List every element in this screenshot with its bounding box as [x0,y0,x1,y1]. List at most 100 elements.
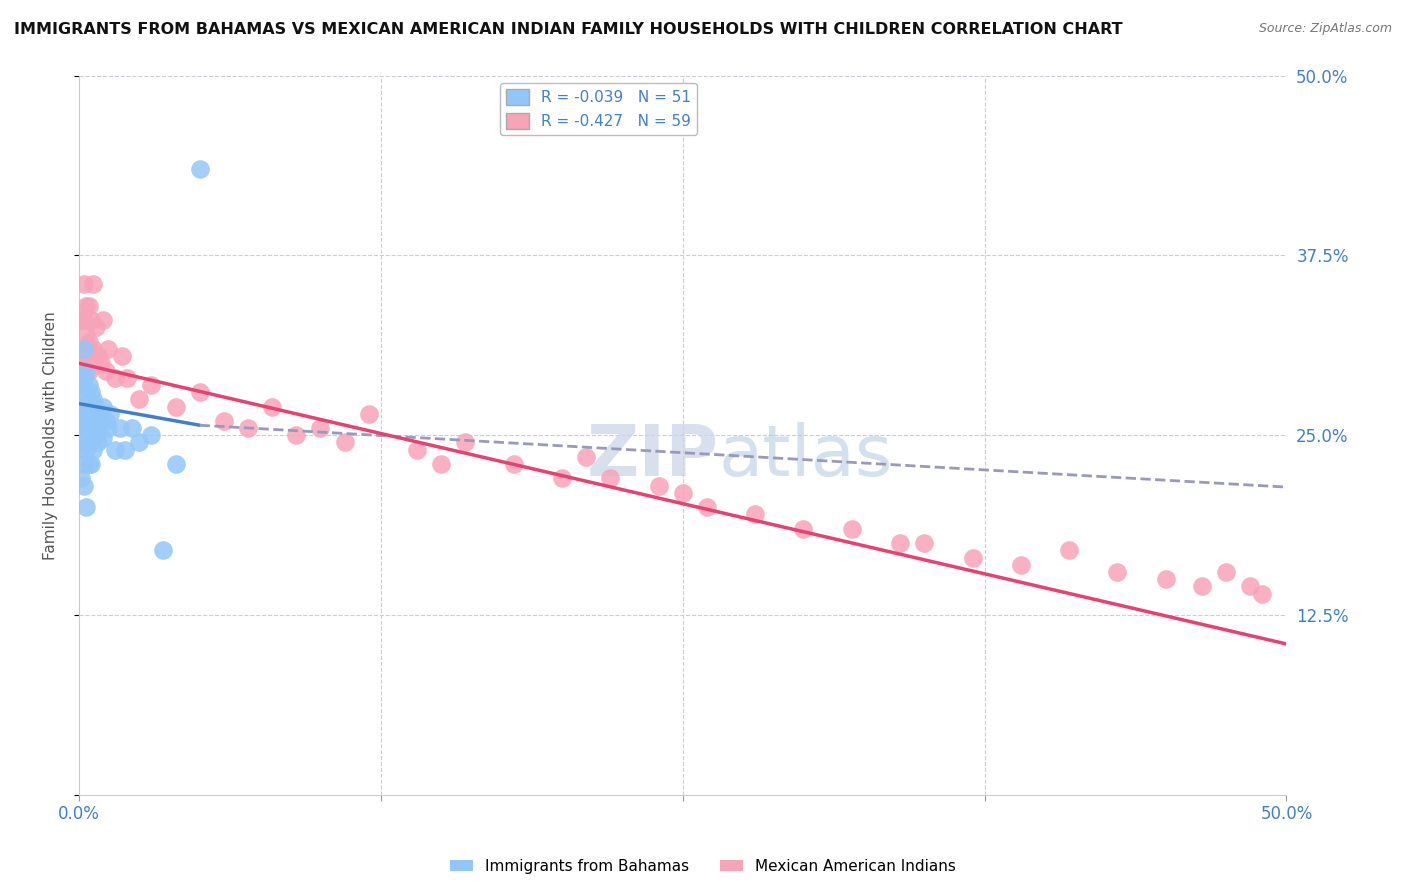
Point [696,500,718,515]
Point [104,370,127,384]
Point [792,522,814,536]
Point [912,536,935,550]
Point [75,385,97,400]
Point [75,442,97,457]
Point [70,349,93,363]
Text: IMMIGRANTS FROM BAHAMAS VS MEXICAN AMERICAN INDIAN FAMILY HOUSEHOLDS WITH CHILDR: IMMIGRANTS FROM BAHAMAS VS MEXICAN AMERI… [14,22,1122,37]
Point [80,349,103,363]
Point [82,277,104,292]
Point [262,400,284,414]
Point [73,478,96,492]
Point [73,392,96,407]
Point [744,508,766,522]
Point [94,414,117,428]
Point [188,162,211,177]
Point [357,407,380,421]
Point [117,370,139,384]
Point [70,428,93,442]
Point [73,277,96,292]
Point [1191,579,1213,593]
Point [75,400,97,414]
Point [141,378,163,392]
Point [188,385,211,400]
Point [165,457,187,471]
Point [73,407,96,421]
Point [70,313,93,327]
Point [77,363,100,377]
Point [80,428,103,442]
Point [82,342,104,356]
Point [962,550,984,565]
Point [114,442,136,457]
Point [82,442,104,457]
Point [75,327,97,342]
Point [77,421,100,435]
Point [406,442,429,457]
Y-axis label: Family Households with Children: Family Households with Children [44,311,58,559]
Point [73,313,96,327]
Point [91,400,114,414]
Point [70,378,93,392]
Text: atlas: atlas [718,423,893,491]
Point [82,414,104,428]
Point [82,392,104,407]
Point [73,421,96,435]
Point [84,320,107,334]
Point [1251,586,1274,600]
Point [1107,565,1129,579]
Point [90,414,112,428]
Point [165,400,187,414]
Point [70,471,93,485]
Point [77,457,100,471]
Point [141,428,163,442]
Point [285,428,308,442]
Point [1010,558,1032,572]
Point [87,435,110,450]
Point [77,400,100,414]
Point [454,435,477,450]
Point [430,457,453,471]
Text: ZIP: ZIP [586,423,718,491]
Point [128,435,150,450]
Point [97,342,120,356]
Point [121,421,143,435]
Point [77,378,100,392]
Point [80,407,103,421]
Point [672,486,695,500]
Point [73,435,96,450]
Point [1239,579,1261,593]
Point [575,450,598,464]
Point [309,421,332,435]
Point [108,421,131,435]
Point [91,313,114,327]
Point [128,392,150,407]
Point [77,299,100,313]
Point [73,370,96,384]
Point [75,363,97,377]
Point [236,421,259,435]
Point [111,349,134,363]
Point [73,342,96,356]
Point [84,400,107,414]
Point [70,400,93,414]
Legend: R = -0.039   N = 51, R = -0.427   N = 59: R = -0.039 N = 51, R = -0.427 N = 59 [499,83,697,135]
Point [75,500,97,515]
Point [333,435,356,450]
Point [1215,565,1237,579]
Point [87,349,110,363]
Point [551,471,574,485]
Point [80,313,103,327]
Point [1154,572,1177,586]
Point [212,414,235,428]
Point [70,407,93,421]
Point [80,457,103,471]
Point [841,522,863,536]
Point [98,407,121,421]
Point [97,421,120,435]
Point [84,428,107,442]
Point [77,334,100,349]
Point [73,457,96,471]
Point [104,442,127,457]
Point [647,478,669,492]
Point [91,431,114,445]
